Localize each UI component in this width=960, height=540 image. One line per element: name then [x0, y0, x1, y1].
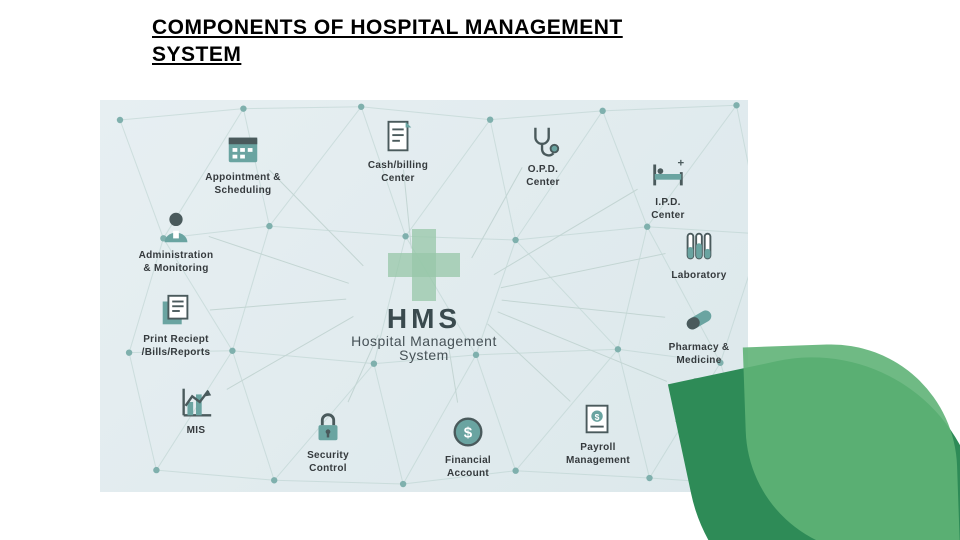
node-mis: MIS — [148, 383, 244, 438]
medical-cross-icon — [388, 229, 460, 301]
node-label: FinancialAccount — [420, 455, 516, 480]
center-subtitle-2: System — [309, 347, 539, 363]
node-label: PayrollManagement — [550, 442, 646, 467]
svg-text:$: $ — [464, 425, 473, 442]
svg-text:$: $ — [595, 412, 600, 422]
opd-icon — [524, 122, 562, 160]
cashbilling-icon — [379, 118, 417, 156]
node-label: Administration& Monitoring — [128, 250, 224, 275]
node-appointment: Appointment &Scheduling — [195, 130, 291, 197]
security-icon — [309, 408, 347, 446]
node-opd: O.P.D.Center — [495, 122, 591, 189]
payroll-icon: $ — [579, 400, 617, 438]
admin-icon — [157, 208, 195, 246]
laboratory-icon — [680, 228, 718, 266]
ipd-icon: + — [649, 155, 687, 193]
node-payroll: $ PayrollManagement — [550, 400, 646, 467]
node-print: Print Reciept/Bills/Reports — [128, 292, 224, 359]
node-label: MIS — [148, 425, 244, 438]
page-title: COMPONENTS OF HOSPITAL MANAGEMENT SYSTEM — [152, 14, 652, 69]
slide: { "title": "COMPONENTS OF HOSPITAL MANAG… — [0, 0, 960, 540]
node-label: O.P.D.Center — [495, 164, 591, 189]
node-laboratory: Laboratory — [651, 228, 747, 283]
node-admin: Administration& Monitoring — [128, 208, 224, 275]
node-ipd: + I.P.D.Center — [620, 155, 716, 222]
leaf-decoration — [680, 280, 960, 540]
node-label: Appointment &Scheduling — [195, 172, 291, 197]
print-icon — [157, 292, 195, 330]
diagram-center: HMS Hospital Management System — [309, 229, 539, 363]
node-label: SecurityControl — [280, 450, 376, 475]
node-cashbilling: Cash/billingCenter — [350, 118, 446, 185]
center-abbr: HMS — [309, 303, 539, 335]
financial-icon: $ — [449, 413, 487, 451]
node-security: SecurityControl — [280, 408, 376, 475]
node-financial: $ FinancialAccount — [420, 413, 516, 480]
node-label: Cash/billingCenter — [350, 160, 446, 185]
svg-text:+: + — [678, 157, 685, 169]
appointment-icon — [224, 130, 262, 168]
hms-diagram: HMS Hospital Management System Appointme… — [100, 100, 748, 492]
node-label: I.P.D.Center — [620, 197, 716, 222]
mis-icon — [177, 383, 215, 421]
node-label: Print Reciept/Bills/Reports — [128, 334, 224, 359]
